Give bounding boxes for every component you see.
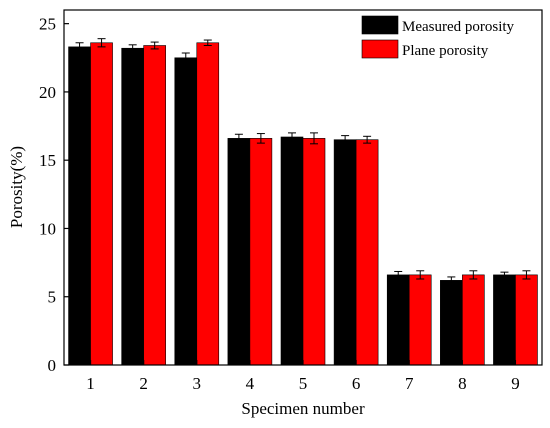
legend-swatch [361,15,399,35]
bar-measured-6 [333,139,357,366]
bar-measured-7 [386,274,410,366]
legend-label: Plane porosity [402,43,489,59]
x-tick-label: 4 [246,374,255,393]
bar-plane-7 [408,274,432,366]
bar-measured-4 [227,138,251,366]
bars-layer [68,38,538,366]
x-tick-label: 8 [458,374,467,393]
bar-measured-5 [280,136,304,366]
bar-plane-5 [302,138,326,366]
axes-layer: 0 5 10 15 20 25 1 2 3 4 5 6 7 8 9 [39,15,520,393]
bar-plane-1 [90,42,113,366]
y-tick-label: 25 [39,15,56,34]
y-tick-label: 5 [48,288,57,307]
x-tick-label: 2 [139,374,148,393]
x-tick-label: 6 [352,374,361,393]
bar-plane-4 [249,138,273,366]
bar-plane-8 [462,274,485,366]
legend: Measured porosity Plane porosity [361,15,515,59]
y-axis-label: Porosity(%) [7,146,26,228]
y-tick-label: 0 [48,356,57,375]
bar-plane-6 [355,139,379,366]
legend-swatch [361,39,399,59]
bar-measured-8 [440,280,463,366]
bar-measured-2 [121,47,144,366]
x-tick-label: 3 [193,374,202,393]
y-tick-label: 20 [39,83,56,102]
bar-measured-1 [68,46,91,366]
bar-measured-9 [493,274,516,366]
x-tick-label: 9 [511,374,520,393]
x-axis-label: Specimen number [241,399,365,418]
x-tick-label: 7 [405,374,414,393]
y-tick-label: 15 [39,151,56,170]
bar-plane-2 [143,45,166,366]
x-tick-label: 1 [86,374,95,393]
bar-plane-9 [515,274,538,366]
bar-plane-3 [196,42,220,366]
y-tick-label: 10 [39,219,56,238]
bar-measured-3 [174,57,198,366]
x-tick-label: 5 [299,374,308,393]
legend-label: Measured porosity [402,19,515,35]
